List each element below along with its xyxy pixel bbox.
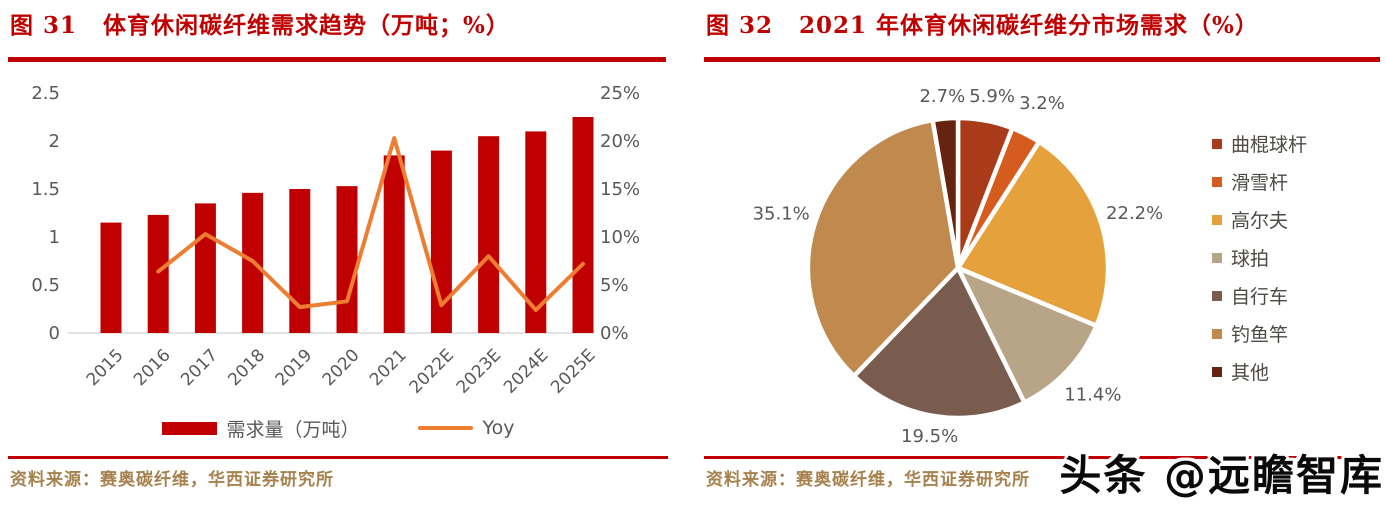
demand-bar-2016 (147, 214, 169, 333)
right-axis-tick: 20% (600, 131, 640, 152)
title-rule (8, 57, 666, 62)
watermark: 头条 @远瞻智库 (1059, 451, 1384, 500)
demand-bar-2025E (572, 117, 594, 333)
x-axis-label: 2022E (406, 345, 458, 397)
legend-item: 需求量（万吨） (161, 415, 360, 442)
x-axis-label: 2020 (319, 345, 364, 390)
legend-item: 球拍 (1212, 245, 1307, 270)
left-axis-tick: 1.5 (31, 179, 60, 200)
pie-data-label: 5.9% (969, 86, 1015, 107)
legend-color-square (1212, 290, 1222, 301)
legend-item: 自行车 (1212, 283, 1307, 308)
legend-item: 高尔夫 (1212, 207, 1307, 232)
figure-32-panel: 图 32 2021 年体育休闲碳纤维分市场需求（%） 5.9% 3.2% 22.2% 1… (696, 0, 1386, 511)
figure-31-number: 图 31 (10, 12, 78, 39)
line-series-swatch (417, 426, 473, 430)
left-axis-tick: 2.5 (31, 83, 60, 104)
left-axis-tick: 0 (49, 323, 60, 344)
demand-bar-2015 (100, 222, 122, 333)
pie-data-label: 22.2% (1106, 203, 1163, 224)
demand-bar-2023E (478, 136, 500, 333)
x-axis-label: 2021 (366, 345, 411, 390)
footer-rule (704, 456, 1380, 459)
legend-color-square (1212, 252, 1222, 263)
right-axis-tick: 25% (600, 83, 640, 104)
legend-item: 曲棍球杆 (1212, 131, 1307, 156)
legend-color-square (1212, 328, 1222, 339)
left-axis-tick: 0.5 (31, 275, 60, 296)
market-share-pie-chart: 5.9% 3.2% 22.2% 11.4% 19.5% 35.1% 2.7% (753, 86, 1164, 447)
x-axis-label: 2019 (272, 345, 317, 390)
demand-bar-2024E (525, 131, 547, 333)
pie-data-label: 19.5% (901, 426, 958, 447)
left-axis-tick: 2 (49, 131, 60, 152)
legend-label: 其他 (1231, 362, 1270, 384)
x-axis-label: 2018 (224, 345, 269, 390)
legend-item: 滑雪杆 (1212, 169, 1307, 194)
left-axis-tick: 1 (49, 227, 60, 248)
right-axis-tick: 15% (600, 179, 640, 200)
legend-label: 自行车 (1231, 286, 1289, 308)
demand-bar-2020 (336, 186, 358, 333)
demand-bar-2019 (289, 189, 311, 333)
figure-31-panel: 图 31 体育休闲碳纤维需求趋势（万吨；%） 0 0.5 1 1.5 2 2.5 0% 5% 10… (0, 0, 692, 511)
right-axis-tick: 5% (600, 275, 629, 296)
pie-slice-6 (930, 115, 961, 271)
pie-slice-4 (851, 265, 1027, 421)
footer-rule (8, 456, 668, 459)
x-axis-label: 2024E (500, 345, 552, 397)
pie-slice-5 (805, 117, 961, 379)
figure-32-number: 图 32 (706, 12, 774, 39)
bar-series-swatch (161, 421, 217, 435)
pie-data-label: 2.7% (919, 86, 965, 107)
demand-bar-2017 (194, 203, 216, 333)
legend-label: 滑雪杆 (1231, 172, 1289, 194)
legend-color-square (1212, 138, 1222, 149)
demand-trend-chart: 0 0.5 1 1.5 2 2.5 0% 5% 10% 15% 20% 25% 2015 2016 2017… (31, 83, 640, 398)
legend-item: Yoy (417, 417, 515, 439)
right-axis-tick: 10% (600, 227, 640, 248)
legend-item: 钓鱼竿 (1212, 321, 1307, 346)
source-note: 资料来源：赛奥碳纤维，华西证券研究所 (10, 470, 334, 490)
legend-color-square (1212, 214, 1222, 225)
legend-label: 需求量（万吨） (226, 418, 360, 441)
demand-bar-2021 (383, 155, 405, 333)
legend-label: Yoy (482, 417, 515, 439)
pie-data-label: 35.1% (753, 204, 810, 225)
legend-color-square (1212, 176, 1222, 187)
title-rule (704, 57, 1380, 62)
legend-label: 曲棍球杆 (1231, 134, 1308, 156)
pie-slice-3 (955, 265, 1099, 405)
legend-label: 钓鱼竿 (1231, 324, 1289, 346)
x-axis-label: 2016 (130, 345, 175, 390)
x-axis-label: 2025E (547, 345, 599, 397)
figure-31-title: 图 31 体育休闲碳纤维需求趋势（万吨；%） (10, 6, 510, 40)
legend-label: 高尔夫 (1231, 210, 1289, 232)
figure-31-title-text: 体育休闲碳纤维需求趋势（万吨；%） (103, 12, 510, 39)
figure-32-title: 图 32 2021 年体育休闲碳纤维分市场需求（%） (706, 6, 1259, 40)
pie-slice-2 (955, 139, 1111, 329)
pie-data-label: 11.4% (1064, 385, 1121, 406)
right-axis-tick: 0% (600, 323, 629, 344)
combo-chart-legend: 需求量（万吨） Yoy (8, 412, 668, 444)
yoy-line (156, 136, 585, 312)
source-note: 资料来源：赛奥碳纤维，华西证券研究所 (706, 470, 1030, 490)
legend-item: 其他 (1212, 359, 1307, 384)
legend-label: 球拍 (1231, 248, 1270, 270)
pie-legend: 曲棍球杆滑雪杆高尔夫球拍自行车钓鱼竿其他 (1212, 131, 1307, 384)
pie-data-label: 3.2% (1019, 93, 1065, 114)
legend-color-square (1212, 366, 1222, 377)
figure-32-title-text: 2021 年体育休闲碳纤维分市场需求（%） (799, 12, 1259, 39)
x-axis-label: 2023E (453, 345, 505, 397)
x-axis-label: 2015 (83, 345, 128, 390)
x-axis-label: 2017 (177, 345, 222, 390)
